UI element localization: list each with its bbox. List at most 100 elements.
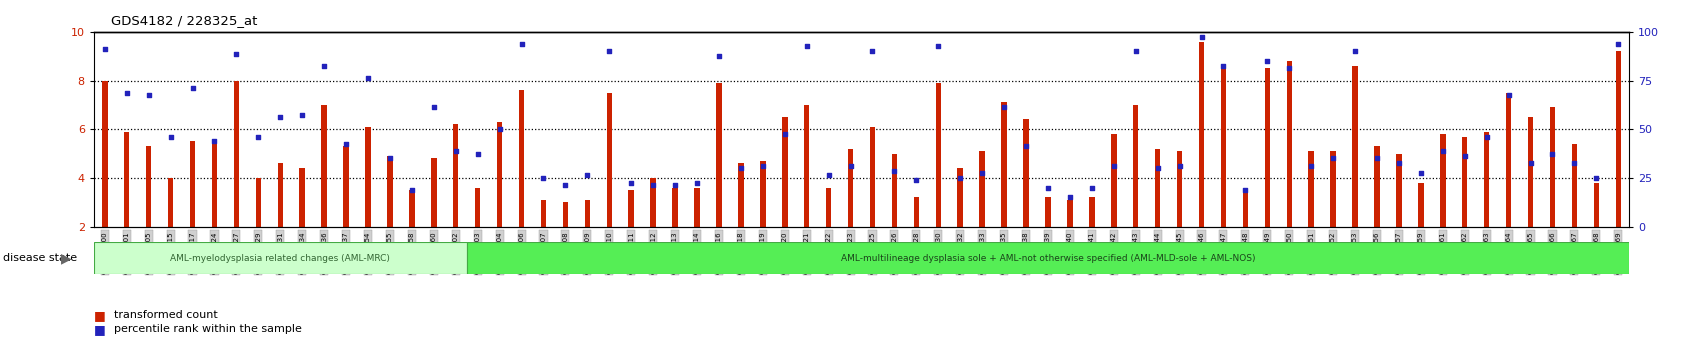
Bar bbox=[102, 81, 107, 227]
Point bbox=[1011, 143, 1038, 149]
Point bbox=[748, 163, 776, 169]
Bar bbox=[409, 190, 414, 227]
Bar bbox=[474, 188, 481, 227]
Bar bbox=[454, 124, 459, 227]
Bar bbox=[1199, 42, 1204, 227]
Bar bbox=[189, 141, 194, 227]
Bar bbox=[321, 105, 327, 227]
Point bbox=[1538, 151, 1565, 156]
Bar bbox=[1045, 198, 1050, 227]
Text: percentile rank within the sample: percentile rank within the sample bbox=[114, 324, 302, 334]
Point bbox=[90, 46, 118, 52]
Bar bbox=[694, 188, 699, 227]
Point bbox=[310, 63, 338, 69]
Point bbox=[1451, 153, 1478, 159]
Bar bbox=[1352, 66, 1357, 227]
Bar bbox=[760, 161, 766, 227]
Point bbox=[1100, 163, 1127, 169]
Bar bbox=[518, 90, 523, 227]
Point bbox=[486, 126, 513, 132]
Bar bbox=[1439, 134, 1444, 227]
Point bbox=[1165, 163, 1192, 169]
Bar bbox=[1395, 154, 1402, 227]
Point bbox=[113, 90, 140, 96]
Point bbox=[902, 177, 929, 183]
Point bbox=[704, 53, 731, 59]
Bar bbox=[1286, 61, 1291, 227]
Point bbox=[1187, 34, 1214, 40]
Point bbox=[1209, 63, 1236, 69]
Point bbox=[880, 168, 907, 173]
Bar bbox=[585, 200, 590, 227]
Bar bbox=[738, 163, 743, 227]
Point bbox=[355, 75, 382, 81]
Point bbox=[1078, 185, 1105, 190]
Point bbox=[551, 182, 578, 188]
Point bbox=[1407, 170, 1434, 176]
Bar bbox=[716, 83, 721, 227]
Bar bbox=[870, 127, 875, 227]
Point bbox=[1318, 156, 1345, 161]
Point bbox=[1429, 148, 1456, 154]
Bar bbox=[256, 178, 261, 227]
Text: transformed count: transformed count bbox=[114, 310, 218, 320]
Bar bbox=[1483, 132, 1488, 227]
Point bbox=[837, 163, 864, 169]
Bar bbox=[1132, 105, 1137, 227]
Bar bbox=[1263, 68, 1269, 227]
Text: AML-multilineage dysplasia sole + AML-not otherwise specified (AML-MLD-sole + AM: AML-multilineage dysplasia sole + AML-no… bbox=[841, 254, 1255, 263]
Bar bbox=[1592, 183, 1598, 227]
Bar bbox=[234, 81, 239, 227]
Point bbox=[1122, 48, 1149, 54]
Bar bbox=[803, 105, 808, 227]
Point bbox=[662, 182, 689, 188]
Bar bbox=[672, 188, 677, 227]
Point bbox=[1275, 65, 1303, 71]
Point bbox=[332, 141, 360, 147]
Bar bbox=[278, 163, 283, 227]
Bar bbox=[211, 141, 217, 227]
Point bbox=[1362, 156, 1390, 161]
Bar bbox=[1176, 151, 1182, 227]
Point bbox=[1582, 175, 1610, 181]
Point bbox=[968, 170, 996, 176]
Bar bbox=[650, 178, 655, 227]
Bar bbox=[1088, 198, 1095, 227]
Bar bbox=[914, 198, 919, 227]
Point bbox=[179, 85, 206, 91]
Bar bbox=[825, 188, 830, 227]
Point bbox=[397, 187, 425, 193]
Bar bbox=[1154, 149, 1159, 227]
Text: ■: ■ bbox=[94, 309, 106, 321]
Point bbox=[946, 175, 974, 181]
Point bbox=[244, 134, 271, 139]
Point bbox=[288, 112, 315, 118]
Point bbox=[771, 131, 798, 137]
Point bbox=[1560, 160, 1587, 166]
Text: ■: ■ bbox=[94, 323, 106, 336]
Point bbox=[530, 175, 558, 181]
Point bbox=[377, 156, 404, 161]
Bar bbox=[1001, 102, 1006, 227]
Point bbox=[617, 180, 644, 185]
Bar bbox=[387, 156, 392, 227]
Bar bbox=[167, 178, 174, 227]
Point bbox=[1144, 165, 1171, 171]
Point bbox=[1055, 195, 1083, 200]
Point bbox=[223, 51, 251, 57]
Point bbox=[1298, 163, 1325, 169]
Bar bbox=[1241, 188, 1248, 227]
Bar bbox=[1461, 137, 1466, 227]
Bar bbox=[94, 242, 467, 274]
Bar bbox=[979, 151, 984, 227]
Bar bbox=[1506, 93, 1511, 227]
Bar bbox=[1417, 183, 1422, 227]
Point bbox=[1516, 160, 1543, 166]
Bar bbox=[1330, 151, 1335, 227]
Bar bbox=[957, 168, 962, 227]
Bar bbox=[540, 200, 546, 227]
Point bbox=[1471, 134, 1499, 139]
Bar bbox=[607, 93, 612, 227]
Point bbox=[793, 44, 820, 49]
Bar bbox=[627, 190, 634, 227]
